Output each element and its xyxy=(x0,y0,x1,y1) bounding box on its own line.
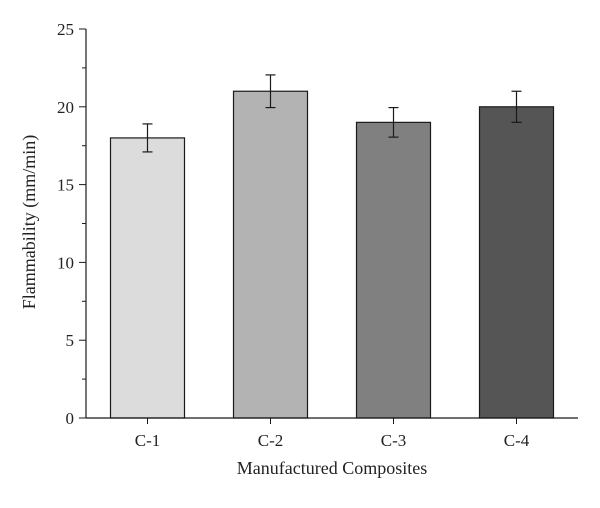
bar-c-1 xyxy=(109,137,186,419)
y-tick-label-15: 15 xyxy=(57,176,74,195)
bar-c-3 xyxy=(355,121,432,419)
bar-c-4 xyxy=(478,106,555,419)
y-tick-label-10: 10 xyxy=(57,253,74,272)
x-tick-label-c-2: C-2 xyxy=(258,431,284,450)
y-tick-label-5: 5 xyxy=(66,331,75,350)
plot-area: C-1 C-2 C-3 C-4 0 5 10 15 20 25 xyxy=(57,20,578,450)
x-axis-label: Manufactured Composites xyxy=(237,458,427,478)
y-tick-label-25: 25 xyxy=(57,20,74,39)
bar-c-2 xyxy=(232,90,309,419)
x-tick-label-c-3: C-3 xyxy=(381,431,407,450)
x-tick-label-c-4: C-4 xyxy=(504,431,530,450)
x-tick-label-c-1: C-1 xyxy=(135,431,161,450)
y-tick-label-20: 20 xyxy=(57,98,74,117)
y-axis-label: Flammability (mm/min) xyxy=(19,135,40,310)
y-tick-label-0: 0 xyxy=(66,409,75,428)
